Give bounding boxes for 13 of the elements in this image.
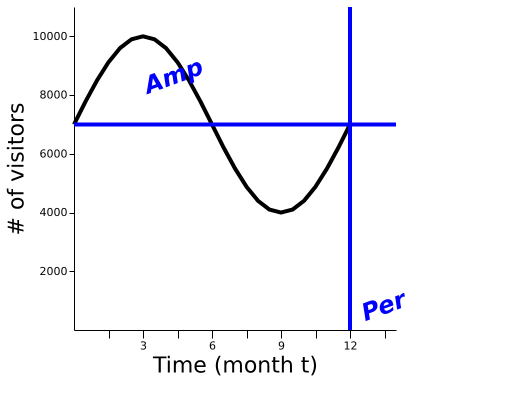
annotation: Per (358, 284, 412, 327)
annotation: Amp (138, 52, 207, 100)
y-tick-label: 8000 (40, 88, 68, 102)
y-axis-title: # of visitors (4, 102, 30, 236)
y-tick-label: 10000 (32, 30, 68, 43)
x-tick-label: 3 (140, 340, 147, 352)
y-tick-label: 6000 (40, 147, 68, 160)
x-tick-label: 12 (344, 340, 358, 352)
y-tick-label: 4000 (40, 206, 68, 220)
x-tick-label: 6 (209, 340, 216, 352)
y-tick-label: 2000 (40, 264, 68, 278)
x-tick-label: 9 (278, 340, 285, 352)
x-axis-title: Time (month t) (152, 354, 318, 378)
